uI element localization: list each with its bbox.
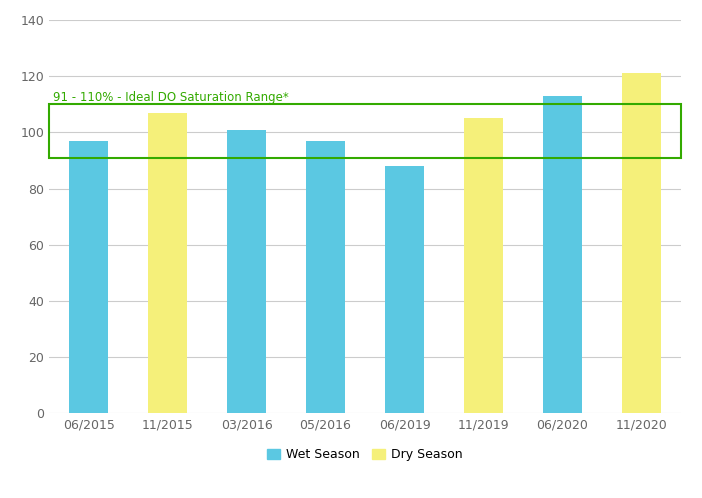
Bar [49,104,681,157]
Bar [543,96,582,413]
Bar [148,113,187,413]
Bar [69,141,108,413]
Bar [227,129,266,413]
Bar [622,73,661,413]
Text: 91 - 110% - Ideal DO Saturation Range*: 91 - 110% - Ideal DO Saturation Range* [53,92,289,105]
Bar [464,119,503,413]
Bar [385,166,424,413]
Legend: Wet Season, Dry Season: Wet Season, Dry Season [263,443,468,466]
Bar [306,141,345,413]
